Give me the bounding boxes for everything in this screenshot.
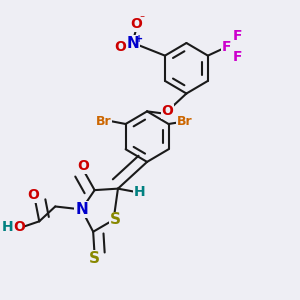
Text: H: H	[2, 220, 13, 234]
Text: O: O	[130, 17, 142, 32]
Text: S: S	[110, 212, 121, 227]
Text: O: O	[77, 159, 89, 173]
Text: O: O	[161, 104, 173, 118]
Text: ⁻: ⁻	[139, 14, 144, 24]
Text: F: F	[233, 50, 243, 64]
Text: S: S	[89, 251, 100, 266]
Text: O: O	[28, 188, 39, 203]
Text: +: +	[135, 34, 143, 44]
Text: Br: Br	[96, 115, 112, 128]
Text: Br: Br	[177, 115, 192, 128]
Text: F: F	[233, 29, 243, 43]
Text: O: O	[115, 40, 127, 54]
Text: N: N	[75, 202, 88, 217]
Text: N: N	[127, 36, 139, 51]
Text: F: F	[222, 40, 232, 54]
Text: O: O	[13, 220, 25, 234]
Text: H: H	[134, 184, 146, 199]
